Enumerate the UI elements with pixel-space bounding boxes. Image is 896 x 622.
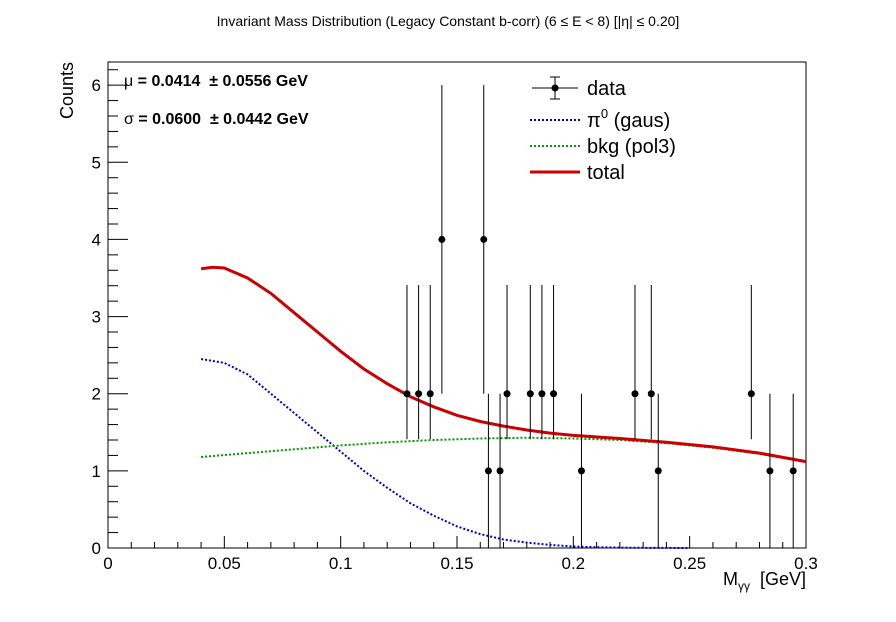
mu-value: = 0.0414 ± 0.0556 GeV — [133, 73, 308, 90]
x-axis-title: Mγγ [GeV] — [723, 569, 806, 593]
data-marker — [550, 390, 558, 398]
data-point — [403, 284, 411, 440]
x-axis-title-main: M — [723, 569, 738, 589]
data-marker — [403, 390, 411, 398]
data-marker — [647, 390, 655, 398]
data-point — [789, 393, 797, 548]
x-tick-label: 0.2 — [562, 554, 586, 573]
data-point — [503, 284, 511, 440]
data-marker — [526, 390, 534, 398]
data-marker — [426, 390, 434, 398]
plot-frame — [107, 61, 807, 549]
data-marker — [496, 467, 504, 475]
legend-data-marker-dot — [551, 84, 559, 92]
data-points — [403, 85, 797, 548]
data-point — [550, 284, 558, 440]
data-marker — [789, 467, 797, 475]
sigma-stat: σ = 0.0600 ± 0.0442 GeV — [124, 111, 309, 128]
data-marker — [415, 390, 423, 398]
legend-label-bkg: bkg (pol3) — [587, 136, 676, 158]
x-axis: 0 0.05 0.1 0.15 0.2 0.25 0.3 — [103, 536, 818, 573]
x-tick-label: 0 — [103, 554, 112, 573]
data-marker — [766, 467, 774, 475]
legend-pi0-sup: 0 — [601, 106, 608, 121]
mu-symbol: μ — [124, 73, 133, 90]
sigma-symbol: σ — [124, 111, 134, 128]
chart-title: Invariant Mass Distribution (Legacy Cons… — [217, 13, 680, 29]
legend-label-pi0: π0 (gaus) — [587, 106, 670, 132]
x-tick-label: 0.15 — [440, 554, 473, 573]
y-tick-label: 6 — [92, 76, 101, 95]
curve-bkg-pol3 — [201, 436, 807, 463]
y-axis-title: Counts — [57, 62, 77, 119]
x-tick-label: 0.25 — [673, 554, 706, 573]
data-point — [577, 393, 585, 548]
legend-item-bkg: bkg (pol3) — [530, 136, 676, 158]
data-marker — [480, 235, 488, 243]
data-point — [631, 284, 639, 440]
data-point — [484, 393, 492, 548]
sigma-value: = 0.0600 ± 0.0442 GeV — [134, 111, 309, 128]
legend-label-data: data — [587, 78, 627, 100]
data-point — [496, 393, 504, 548]
data-marker — [631, 390, 639, 398]
data-point — [538, 284, 546, 440]
legend-label-total: total — [587, 162, 625, 184]
data-marker — [577, 467, 585, 475]
data-point — [654, 393, 662, 548]
curve-total — [200, 265, 807, 464]
legend-item-pi0: π0 (gaus) — [530, 106, 670, 132]
data-point — [766, 393, 774, 548]
legend-pi0-name: π — [587, 110, 601, 132]
legend-item-total: total — [530, 162, 625, 184]
data-marker — [747, 390, 755, 398]
x-tick-label: 0.05 — [208, 554, 241, 573]
data-point — [747, 284, 755, 440]
data-point — [438, 85, 446, 394]
title-group: Invariant Mass Distribution (Legacy Cons… — [217, 13, 680, 29]
y-tick-label: 1 — [92, 462, 101, 481]
legend-pi0-suffix: (gaus) — [608, 110, 670, 132]
y-tick-label: 2 — [92, 385, 101, 404]
data-marker — [438, 235, 446, 243]
y-tick-label: 5 — [92, 153, 101, 172]
data-point — [526, 284, 534, 440]
mu-stat: μ = 0.0414 ± 0.0556 GeV — [124, 73, 308, 90]
y-axis: 0 1 2 3 4 5 6 — [92, 69, 128, 558]
legend-item-data: data — [532, 76, 627, 100]
y-tick-label: 0 — [92, 539, 101, 558]
y-tick-label: 3 — [92, 308, 101, 327]
x-tick-label: 0.3 — [794, 554, 818, 573]
data-marker — [538, 390, 546, 398]
fit-stats: μ = 0.0414 ± 0.0556 GeV σ = 0.0600 ± 0.0… — [124, 73, 309, 128]
curve-pi0-gaus — [200, 358, 690, 549]
x-axis-title-sub: γγ — [738, 579, 750, 593]
data-point — [480, 85, 488, 394]
data-point — [426, 284, 434, 440]
x-axis-title-unit: [GeV] — [750, 569, 806, 589]
data-marker — [654, 467, 662, 475]
y-tick-label: 4 — [92, 230, 101, 249]
legend: data π0 (gaus) bkg (pol3) total — [530, 76, 676, 184]
data-marker — [503, 390, 511, 398]
data-point — [647, 284, 655, 440]
fit-curves — [200, 265, 807, 549]
data-marker — [484, 467, 492, 475]
x-tick-label: 0.1 — [329, 554, 353, 573]
data-point — [415, 284, 423, 440]
